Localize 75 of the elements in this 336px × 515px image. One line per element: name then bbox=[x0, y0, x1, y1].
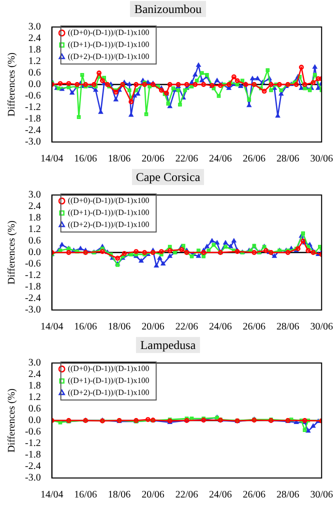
chart-title: Lampedusa bbox=[136, 337, 200, 353]
legend-label: ((D+0)-(D-1))/(D-1)x100 bbox=[68, 364, 150, 374]
y-tick-label: 2.4 bbox=[28, 369, 41, 380]
y-tick-label: -0.6 bbox=[24, 426, 41, 438]
x-tick-label: 24/06 bbox=[209, 154, 232, 165]
y-tick-label: -1.2 bbox=[24, 270, 41, 282]
legend-label: ((D+1)-(D-1))/(D-1)x100 bbox=[68, 376, 150, 386]
y-tick-label: -3.0 bbox=[24, 304, 41, 316]
y-tick-label: 1.2 bbox=[28, 224, 41, 236]
y-tick-label: 1.2 bbox=[28, 56, 41, 68]
y-tick-label: 3.0 bbox=[28, 22, 41, 33]
x-tick-label: 14/04 bbox=[40, 154, 64, 165]
y-tick-label: -1.2 bbox=[24, 102, 41, 114]
x-tick-label: 30/06 bbox=[310, 322, 333, 333]
y-tick-label: -1.8 bbox=[24, 114, 41, 125]
y-axis-title: Differences (%) bbox=[6, 220, 18, 284]
x-tick-label: 28/06 bbox=[276, 154, 300, 165]
y-tick-label: -2.4 bbox=[24, 461, 41, 472]
x-tick-label: 30/06 bbox=[310, 490, 333, 501]
y-tick-label: -1.2 bbox=[24, 438, 41, 450]
x-tick-label: 20/06 bbox=[142, 322, 164, 333]
y-tick-label: -2.4 bbox=[24, 293, 41, 304]
legend-label: ((D+0)-(D-1))/(D-1)x100 bbox=[68, 28, 150, 38]
x-tick-label: 14/04 bbox=[40, 322, 64, 333]
x-tick-label: 26/06 bbox=[242, 490, 266, 501]
x-tick-label: 16/06 bbox=[74, 490, 97, 501]
y-tick-label: 0.0 bbox=[28, 79, 41, 90]
y-tick-label: 1.8 bbox=[28, 212, 41, 224]
y-tick-label: 3.0 bbox=[28, 358, 41, 369]
y-tick-label: -1.8 bbox=[24, 450, 41, 461]
legend-label: ((D+1)-(D-1))/(D-1)x100 bbox=[68, 40, 150, 50]
y-tick-label: 0.0 bbox=[28, 415, 41, 426]
y-tick-label: 0.6 bbox=[28, 236, 41, 247]
x-tick-label: 22/06 bbox=[175, 322, 198, 333]
x-tick-label: 28/06 bbox=[276, 322, 300, 333]
x-tick-label: 20/06 bbox=[142, 154, 164, 165]
y-tick-label: 1.8 bbox=[28, 44, 41, 56]
y-tick-label: -3.0 bbox=[24, 472, 41, 484]
y-tick-label: -1.8 bbox=[24, 282, 41, 293]
y-tick-label: 0.6 bbox=[28, 404, 41, 415]
y-tick-label: -3.0 bbox=[24, 136, 41, 148]
x-tick-label: 16/06 bbox=[74, 154, 97, 165]
y-tick-label: 1.2 bbox=[28, 392, 41, 404]
y-tick-label: -0.6 bbox=[24, 258, 41, 270]
legend-label: ((D+2)-(D-1))/(D-1)x100 bbox=[68, 388, 150, 398]
x-tick-label: 20/06 bbox=[142, 490, 164, 501]
chart-title: Banizoumbou bbox=[130, 1, 206, 17]
legend-label: ((D+1)-(D-1))/(D-1)x100 bbox=[68, 208, 150, 218]
x-tick-label: 22/06 bbox=[175, 490, 198, 501]
legend-label: ((D+2)-(D-1))/(D-1)x100 bbox=[68, 220, 150, 230]
x-tick-label: 30/06 bbox=[310, 154, 333, 165]
y-tick-label: 2.4 bbox=[28, 33, 41, 44]
y-axis-title: Differences (%) bbox=[6, 52, 18, 116]
y-axis-title: Differences (%) bbox=[6, 388, 18, 452]
x-tick-label: 22/06 bbox=[175, 154, 198, 165]
y-tick-label: -0.6 bbox=[24, 90, 41, 102]
x-tick-label: 18/06 bbox=[108, 322, 131, 333]
chart-title: Cape Corsica bbox=[132, 169, 204, 185]
x-tick-label: 26/06 bbox=[242, 154, 266, 165]
y-tick-label: -2.4 bbox=[24, 125, 41, 136]
legend-label: ((D+0)-(D-1))/(D-1)x100 bbox=[68, 196, 150, 206]
x-tick-label: 18/06 bbox=[108, 154, 131, 165]
x-tick-label: 28/06 bbox=[276, 490, 300, 501]
x-tick-label: 18/06 bbox=[108, 490, 131, 501]
y-tick-label: 1.8 bbox=[28, 380, 41, 392]
legend-label: ((D+2)-(D-1))/(D-1)x100 bbox=[68, 52, 150, 62]
x-tick-label: 24/06 bbox=[209, 490, 232, 501]
x-tick-label: 16/06 bbox=[74, 322, 97, 333]
x-tick-label: 14/04 bbox=[40, 490, 64, 501]
x-tick-label: 26/06 bbox=[242, 322, 266, 333]
y-tick-label: 0.0 bbox=[28, 247, 41, 258]
y-tick-label: 3.0 bbox=[28, 190, 41, 201]
y-tick-label: 0.6 bbox=[28, 68, 41, 79]
x-tick-label: 24/06 bbox=[209, 322, 232, 333]
y-tick-label: 2.4 bbox=[28, 201, 41, 212]
